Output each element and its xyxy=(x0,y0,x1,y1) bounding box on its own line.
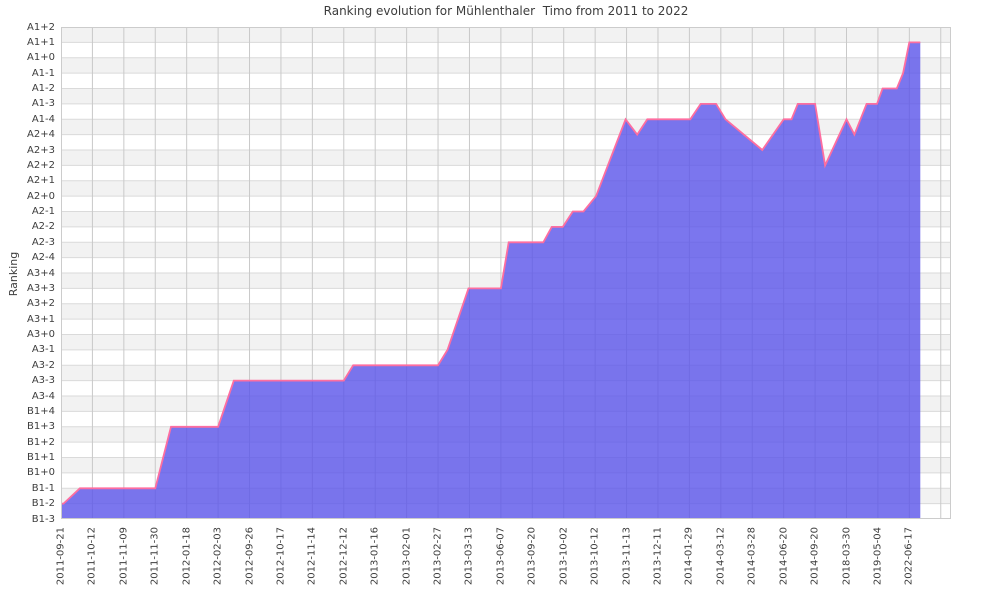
y-tick-label: A3-3 xyxy=(31,375,55,387)
ranking-area-chart xyxy=(61,27,951,519)
y-tick-label: B1-3 xyxy=(31,513,55,525)
y-tick-label: B1-1 xyxy=(31,482,55,494)
y-tick-label: A1-2 xyxy=(31,83,55,94)
y-tick-label: A2-1 xyxy=(31,206,55,217)
y-tick-label: A2+4 xyxy=(27,129,55,141)
rank-band xyxy=(61,103,951,120)
x-tick-label-text: 2013-02-27 xyxy=(432,527,444,586)
y-tick-label: A1+0 xyxy=(27,52,55,64)
y-tick-label: A3+2 xyxy=(27,298,55,310)
y-tick-label: B1+4 xyxy=(27,405,55,417)
y-tick-label: A2-2 xyxy=(31,221,55,233)
y-tick-label: A2+1 xyxy=(27,175,55,187)
x-tick-label-text: 2022-06-17 xyxy=(903,527,915,586)
x-tick-label-text: 2012-02-03 xyxy=(212,527,224,586)
x-tick-label-text: 2013-10-02 xyxy=(558,527,570,586)
x-tick-label-text: 2012-09-26 xyxy=(244,527,256,586)
x-tick-label-text: 2019-05-04 xyxy=(872,527,884,586)
y-tick-label: A3+0 xyxy=(27,329,55,340)
x-tick-label-text: 2014-01-29 xyxy=(683,527,695,586)
y-tick-label: A1-1 xyxy=(31,67,55,79)
ranking-area xyxy=(61,42,921,519)
chart-title: Ranking evolution for Mühlenthaler Timo … xyxy=(323,4,689,18)
y-tick-label: A1-3 xyxy=(31,98,55,110)
x-tick-label-text: 2013-01-16 xyxy=(369,527,381,586)
y-tick-label: A2+3 xyxy=(27,144,55,156)
x-tick-label-text: 2013-11-13 xyxy=(621,527,633,586)
y-tick-label: A1-4 xyxy=(31,113,55,125)
y-tick-label: A1+2 xyxy=(27,21,55,33)
x-tick-label-text: 2014-09-20 xyxy=(809,527,821,586)
y-tick-label: B1-2 xyxy=(31,498,55,510)
x-tick-label-text: 2018-03-30 xyxy=(841,527,852,586)
y-tick-label: A1+1 xyxy=(27,36,55,48)
x-tick-label-text: 2014-06-20 xyxy=(778,527,790,586)
y-tick-label: A2-3 xyxy=(31,236,55,248)
y-tick-label: A2-4 xyxy=(31,252,55,264)
x-tick-label-text: 2011-10-12 xyxy=(86,527,98,586)
rank-band xyxy=(61,57,951,74)
y-tick-label: A2+0 xyxy=(27,190,55,202)
y-tick-label: B1+2 xyxy=(27,436,55,448)
x-tick-label-text: 2011-11-09 xyxy=(118,527,130,586)
x-tick-label-text: 2013-06-07 xyxy=(495,527,507,586)
x-tick-label-text: 2013-10-12 xyxy=(589,527,601,586)
x-tick-label-text: 2013-12-11 xyxy=(652,527,664,586)
x-tick-label-text: 2012-12-12 xyxy=(338,527,350,586)
y-tick-label: B1+3 xyxy=(27,421,55,433)
x-tick-label-text: 2013-09-20 xyxy=(526,527,538,586)
y-tick-label: B1+0 xyxy=(27,467,55,479)
rank-band xyxy=(61,27,951,43)
x-tick-label-text: 2012-10-17 xyxy=(275,527,287,586)
plot-area xyxy=(61,27,951,519)
y-tick-label: A3-2 xyxy=(31,359,55,371)
rank-band xyxy=(61,88,951,104)
ranking-line xyxy=(61,41,921,505)
x-tick-label-text: 2011-09-21 xyxy=(55,527,67,586)
x-tick-label-text: 2012-01-18 xyxy=(181,527,193,586)
x-tick-label-text: 2012-11-14 xyxy=(306,527,318,586)
y-tick-label: B1+1 xyxy=(27,452,55,463)
y-tick-label: A3-1 xyxy=(31,344,55,356)
x-tick-label-text: 2013-02-01 xyxy=(401,527,413,586)
plot-frame xyxy=(61,27,951,519)
x-tick-label-text: 2014-03-12 xyxy=(715,527,727,586)
y-tick-label: A2+2 xyxy=(27,159,55,171)
x-tick-label-text: 2011-11-30 xyxy=(149,527,161,586)
x-tick-label-text: 2014-03-28 xyxy=(746,527,758,586)
rank-band xyxy=(61,73,951,89)
y-tick-label: A3+3 xyxy=(27,282,55,294)
x-tick-label-text: 2013-03-13 xyxy=(463,527,475,586)
rank-band xyxy=(61,42,951,58)
y-tick-label: A3+4 xyxy=(27,267,55,279)
y-tick-label: A3-4 xyxy=(31,390,55,402)
y-tick-label: A3+1 xyxy=(27,313,55,325)
